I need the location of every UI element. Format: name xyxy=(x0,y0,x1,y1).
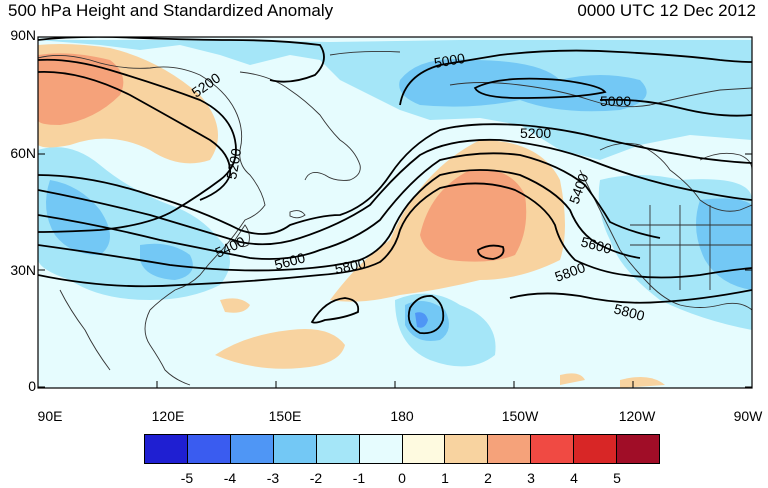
positive-anomaly-areas xyxy=(38,44,665,388)
map-title: 500 hPa Height and Standardized Anomaly xyxy=(8,1,334,20)
contour-label: 5000 xyxy=(433,50,467,71)
colorbar-swatch xyxy=(316,435,360,463)
colorbar-swatch xyxy=(617,435,660,463)
colorbar-swatch xyxy=(402,435,446,463)
contour-label: 5200 xyxy=(520,125,551,141)
x-axis-label: 90E xyxy=(37,408,63,424)
anomaly-map: 5000 5000 5200 5200 5200 5400 5400 5600 … xyxy=(37,36,753,389)
colorbar-swatch xyxy=(445,435,489,463)
colorbar-swatch xyxy=(145,435,188,463)
y-axis-label: 60N xyxy=(10,145,36,161)
colorbar-swatch xyxy=(531,435,575,463)
valid-time-label: 0000 UTC 12 Dec 2012 xyxy=(577,1,756,20)
contour-label: 5600 xyxy=(273,249,307,273)
colorbar-tick-label: 3 xyxy=(527,470,535,486)
colorbar-swatch xyxy=(187,435,231,463)
y-axis-label: 30N xyxy=(10,262,36,278)
contour-label: 5800 xyxy=(333,255,367,277)
colorbar-tick-label: 4 xyxy=(570,470,578,486)
axis-ticks xyxy=(37,36,753,388)
contour-label: 5600 xyxy=(579,233,613,257)
x-axis-label: 120E xyxy=(151,408,185,424)
x-axis-label: 120W xyxy=(618,408,656,424)
colorbar-tick-label: 5 xyxy=(613,470,621,486)
colorbar-swatch xyxy=(273,435,317,463)
colorbar xyxy=(144,434,660,464)
contour-label: 5200 xyxy=(223,147,244,181)
y-axis-label: 90N xyxy=(10,27,36,43)
x-axis-label: 150W xyxy=(501,408,539,424)
colorbar-swatch xyxy=(574,435,618,463)
contour-label: 5000 xyxy=(600,93,631,109)
y-axis-label: 0 xyxy=(28,378,36,394)
contour-label: 5800 xyxy=(612,300,646,324)
colorbar-tick-label: -2 xyxy=(309,470,323,486)
coastlines xyxy=(38,50,752,386)
colorbar-tick-label: -1 xyxy=(352,470,366,486)
colorbar-tick-label: -4 xyxy=(223,470,237,486)
height-contours xyxy=(38,37,752,335)
x-axis-label: 90W xyxy=(733,408,763,424)
colorbar-tick-label: -5 xyxy=(180,470,194,486)
colorbar-tick-label: 0 xyxy=(398,470,406,486)
colorbar-tick-label: 1 xyxy=(441,470,449,486)
colorbar-swatch xyxy=(488,435,532,463)
colorbar-tick-label: -3 xyxy=(266,470,280,486)
colorbar-tick-label: 2 xyxy=(484,470,492,486)
x-axis-label: 180 xyxy=(390,408,414,424)
x-axis-label: 150E xyxy=(268,408,302,424)
colorbar-swatch xyxy=(359,435,403,463)
colorbar-swatch xyxy=(230,435,274,463)
